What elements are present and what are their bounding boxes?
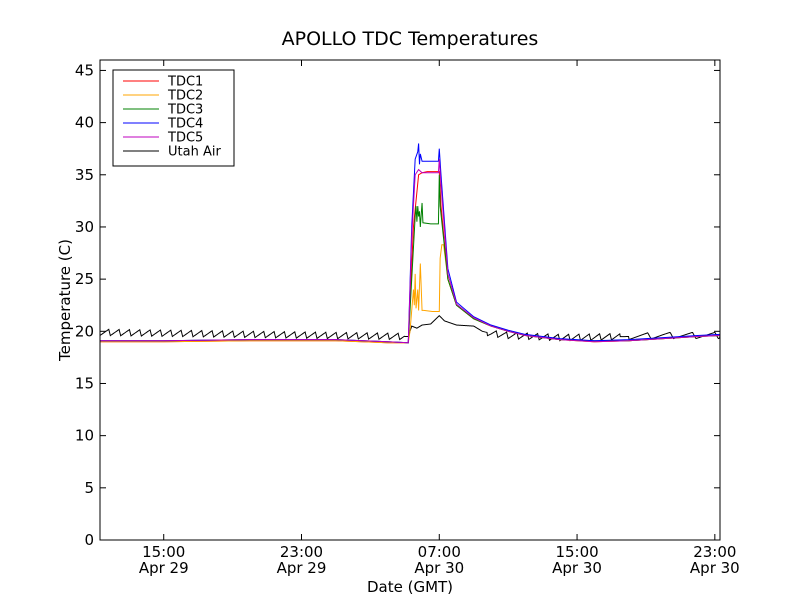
x-tick-label-time: 15:00 <box>142 543 185 561</box>
series-line-utah-air <box>100 314 720 342</box>
y-tick-label: 15 <box>75 374 94 392</box>
x-tick-label-time: 15:00 <box>555 543 598 561</box>
legend-entry-label: TDC5 <box>167 131 203 146</box>
x-tick-label-date: Apr 29 <box>139 559 189 577</box>
legend-entry-label: TDC1 <box>167 75 203 90</box>
y-axis-label: Temperature (C) <box>56 239 74 362</box>
x-tick-label-date: Apr 29 <box>277 559 327 577</box>
x-tick-label-time: 23:00 <box>280 543 323 561</box>
x-tick-label-date: Apr 30 <box>690 559 740 577</box>
y-tick-label: 45 <box>75 61 94 79</box>
series-line-tdc5 <box>100 159 720 344</box>
legend-entry-label: TDC2 <box>167 89 203 104</box>
y-tick-label: 20 <box>75 322 94 340</box>
y-tick-label: 10 <box>75 427 94 445</box>
plot-frame <box>99 59 721 541</box>
x-tick-label-date: Apr 30 <box>552 559 602 577</box>
y-tick-label: 35 <box>75 166 94 184</box>
x-axis-label: Date (GMT) <box>367 578 453 596</box>
y-tick-label: 0 <box>84 531 94 549</box>
x-tick-label-date: Apr 30 <box>414 559 464 577</box>
y-tick-label: 25 <box>75 270 94 288</box>
legend-box <box>112 69 235 167</box>
legend-entry-label: TDC4 <box>167 117 203 132</box>
legend-entry-label: Utah Air <box>168 145 221 160</box>
series-layer <box>100 143 720 344</box>
chart-title: APOLLO TDC Temperatures <box>282 28 539 50</box>
y-tick-label: 5 <box>84 479 94 497</box>
y-tick-label: 40 <box>75 114 94 132</box>
x-tick-label-time: 07:00 <box>418 543 461 561</box>
legend-entry-label: TDC3 <box>167 103 203 118</box>
y-tick-label: 30 <box>75 218 94 236</box>
x-tick-label-time: 23:00 <box>693 543 736 561</box>
